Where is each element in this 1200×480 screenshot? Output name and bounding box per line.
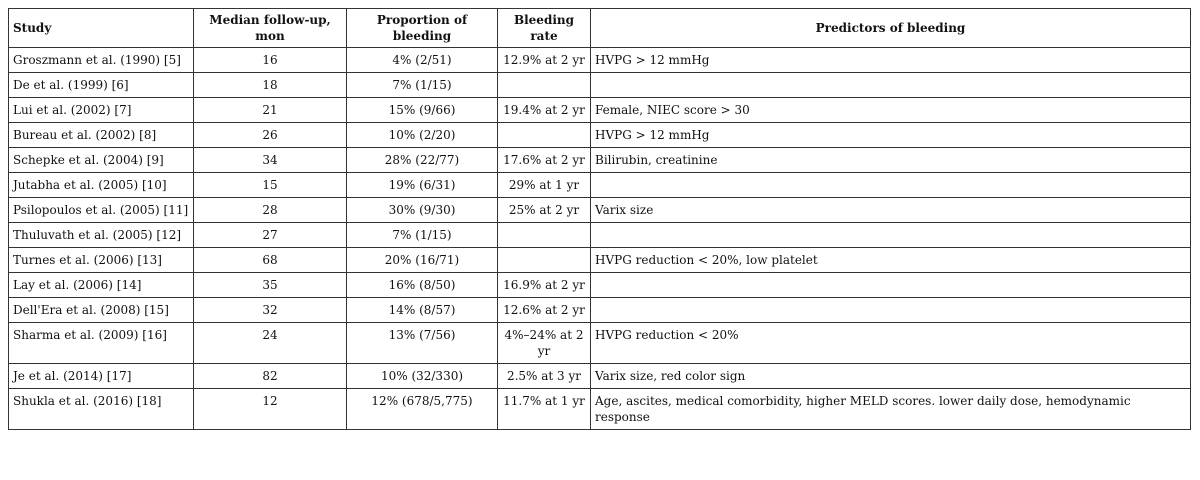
cell-predictors	[590, 272, 1191, 298]
cell-study: Sharma et al. (2009) [16]	[8, 322, 194, 364]
cell-study: Turnes et al. (2006) [13]	[8, 247, 194, 273]
cell-predictors: Age, ascites, medical comorbidity, highe…	[590, 388, 1191, 430]
cell-proportion: 20% (16/71)	[346, 247, 498, 273]
studies-table-container: Study Median follow-up, mon Proportion o…	[8, 8, 1191, 430]
studies-table: Study Median follow-up, mon Proportion o…	[8, 8, 1191, 430]
cell-bleeding-rate	[497, 72, 591, 98]
cell-study: Schepke et al. (2004) [9]	[8, 147, 194, 173]
cell-proportion: 16% (8/50)	[346, 272, 498, 298]
cell-predictors: Varix size	[590, 197, 1191, 223]
cell-predictors: HVPG reduction < 20%	[590, 322, 1191, 364]
cell-follow-up: 27	[193, 222, 347, 248]
cell-follow-up: 28	[193, 197, 347, 223]
header-row: Study Median follow-up, mon Proportion o…	[8, 8, 1191, 48]
table-row: Turnes et al. (2006) [13] 68 20% (16/71)…	[8, 247, 1191, 273]
cell-bleeding-rate: 12.9% at 2 yr	[497, 47, 591, 73]
table-row: Shukla et al. (2016) [18] 12 12% (678/5,…	[8, 388, 1191, 430]
cell-predictors	[590, 297, 1191, 323]
header-predictors-of-bleeding: Predictors of bleeding	[590, 8, 1191, 48]
cell-bleeding-rate: 19.4% at 2 yr	[497, 97, 591, 123]
cell-proportion: 10% (32/330)	[346, 363, 498, 389]
table-row: Sharma et al. (2009) [16] 24 13% (7/56) …	[8, 322, 1191, 364]
cell-follow-up: 18	[193, 72, 347, 98]
cell-study: Groszmann et al. (1990) [5]	[8, 47, 194, 73]
cell-proportion: 7% (1/15)	[346, 72, 498, 98]
cell-study: Lay et al. (2006) [14]	[8, 272, 194, 298]
table-header: Study Median follow-up, mon Proportion o…	[8, 8, 1191, 48]
table-row: Thuluvath et al. (2005) [12] 27 7% (1/15…	[8, 222, 1191, 248]
cell-follow-up: 21	[193, 97, 347, 123]
cell-proportion: 10% (2/20)	[346, 122, 498, 148]
cell-follow-up: 68	[193, 247, 347, 273]
table-body: Groszmann et al. (1990) [5] 16 4% (2/51)…	[8, 47, 1191, 430]
header-study: Study	[8, 8, 194, 48]
cell-bleeding-rate: 12.6% at 2 yr	[497, 297, 591, 323]
table-row: Dell'Era et al. (2008) [15] 32 14% (8/57…	[8, 297, 1191, 323]
cell-follow-up: 34	[193, 147, 347, 173]
cell-follow-up: 16	[193, 47, 347, 73]
cell-proportion: 28% (22/77)	[346, 147, 498, 173]
cell-follow-up: 12	[193, 388, 347, 430]
table-row: Schepke et al. (2004) [9] 34 28% (22/77)…	[8, 147, 1191, 173]
cell-proportion: 12% (678/5,775)	[346, 388, 498, 430]
cell-proportion: 15% (9/66)	[346, 97, 498, 123]
cell-predictors: Bilirubin, creatinine	[590, 147, 1191, 173]
cell-study: De et al. (1999) [6]	[8, 72, 194, 98]
cell-study: Psilopoulos et al. (2005) [11]	[8, 197, 194, 223]
table-row: Psilopoulos et al. (2005) [11] 28 30% (9…	[8, 197, 1191, 223]
cell-predictors	[590, 172, 1191, 198]
cell-bleeding-rate: 2.5% at 3 yr	[497, 363, 591, 389]
cell-proportion: 13% (7/56)	[346, 322, 498, 364]
cell-study: Thuluvath et al. (2005) [12]	[8, 222, 194, 248]
cell-bleeding-rate: 25% at 2 yr	[497, 197, 591, 223]
cell-predictors: HVPG > 12 mmHg	[590, 47, 1191, 73]
cell-bleeding-rate: 11.7% at 1 yr	[497, 388, 591, 430]
cell-proportion: 4% (2/51)	[346, 47, 498, 73]
header-bleeding-rate: Bleeding rate	[497, 8, 591, 48]
table-row: Groszmann et al. (1990) [5] 16 4% (2/51)…	[8, 47, 1191, 73]
cell-study: Je et al. (2014) [17]	[8, 363, 194, 389]
cell-bleeding-rate: 17.6% at 2 yr	[497, 147, 591, 173]
cell-bleeding-rate: 16.9% at 2 yr	[497, 272, 591, 298]
cell-predictors: Female, NIEC score > 30	[590, 97, 1191, 123]
cell-follow-up: 26	[193, 122, 347, 148]
cell-proportion: 14% (8/57)	[346, 297, 498, 323]
table-row: Lui et al. (2002) [7] 21 15% (9/66) 19.4…	[8, 97, 1191, 123]
cell-study: Dell'Era et al. (2008) [15]	[8, 297, 194, 323]
header-median-follow-up: Median follow-up, mon	[193, 8, 347, 48]
table-row: Bureau et al. (2002) [8] 26 10% (2/20) H…	[8, 122, 1191, 148]
cell-study: Bureau et al. (2002) [8]	[8, 122, 194, 148]
cell-follow-up: 15	[193, 172, 347, 198]
header-proportion-of-bleeding: Proportion of bleeding	[346, 8, 498, 48]
cell-predictors: Varix size, red color sign	[590, 363, 1191, 389]
table-row: Je et al. (2014) [17] 82 10% (32/330) 2.…	[8, 363, 1191, 389]
cell-bleeding-rate	[497, 247, 591, 273]
cell-follow-up: 32	[193, 297, 347, 323]
cell-bleeding-rate: 29% at 1 yr	[497, 172, 591, 198]
cell-proportion: 19% (6/31)	[346, 172, 498, 198]
cell-proportion: 7% (1/15)	[346, 222, 498, 248]
table-row: Lay et al. (2006) [14] 35 16% (8/50) 16.…	[8, 272, 1191, 298]
cell-study: Jutabha et al. (2005) [10]	[8, 172, 194, 198]
cell-predictors	[590, 222, 1191, 248]
cell-follow-up: 82	[193, 363, 347, 389]
cell-follow-up: 35	[193, 272, 347, 298]
cell-bleeding-rate	[497, 122, 591, 148]
table-row: De et al. (1999) [6] 18 7% (1/15)	[8, 72, 1191, 98]
cell-bleeding-rate	[497, 222, 591, 248]
table-row: Jutabha et al. (2005) [10] 15 19% (6/31)…	[8, 172, 1191, 198]
cell-predictors: HVPG > 12 mmHg	[590, 122, 1191, 148]
cell-proportion: 30% (9/30)	[346, 197, 498, 223]
cell-predictors	[590, 72, 1191, 98]
cell-study: Lui et al. (2002) [7]	[8, 97, 194, 123]
cell-bleeding-rate: 4%–24% at 2 yr	[497, 322, 591, 364]
cell-follow-up: 24	[193, 322, 347, 364]
cell-predictors: HVPG reduction < 20%, low platelet	[590, 247, 1191, 273]
cell-study: Shukla et al. (2016) [18]	[8, 388, 194, 430]
